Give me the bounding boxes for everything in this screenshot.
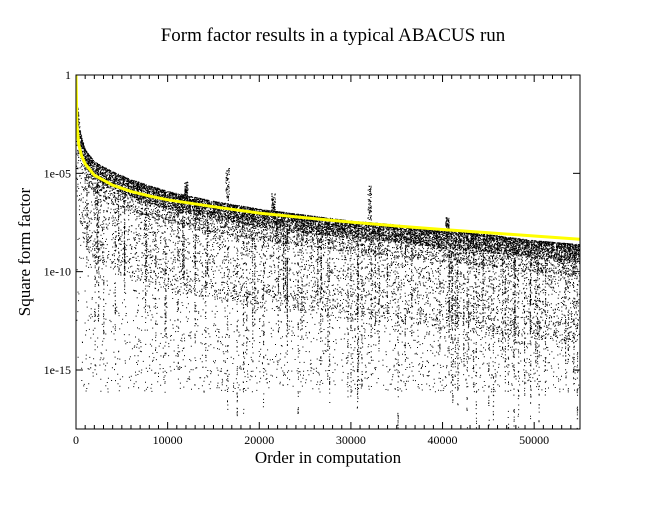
x-axis-ticks: 0 10000 20000 30000 40000 50000 xyxy=(73,75,581,447)
y-tick-label: 1e-10 xyxy=(44,265,71,279)
fit-curve-line xyxy=(76,75,580,241)
y-tick-label: 1 xyxy=(65,68,71,82)
y-tick-label: 1e-05 xyxy=(44,166,71,180)
x-tick-label: 50000 xyxy=(519,433,549,447)
scatter-points xyxy=(76,95,580,429)
scatter-cloud xyxy=(76,95,580,429)
y-axis-ticks: 1e-15 1e-10 1e-05 1 xyxy=(44,68,580,377)
y-axis-label: Square form factor xyxy=(15,187,34,316)
x-tick-label: 20000 xyxy=(244,433,274,447)
plot-area xyxy=(76,75,580,429)
curve-layer xyxy=(76,75,580,241)
chart-title: Form factor results in a typical ABACUS … xyxy=(161,25,506,46)
x-tick-label: 0 xyxy=(73,433,79,447)
y-tick-label: 1e-15 xyxy=(44,363,71,377)
x-tick-label: 30000 xyxy=(336,433,366,447)
x-axis-label: Order in computation xyxy=(255,448,402,467)
x-tick-label: 40000 xyxy=(428,433,458,447)
x-tick-label: 10000 xyxy=(153,433,183,447)
plot-frame xyxy=(75,74,581,430)
